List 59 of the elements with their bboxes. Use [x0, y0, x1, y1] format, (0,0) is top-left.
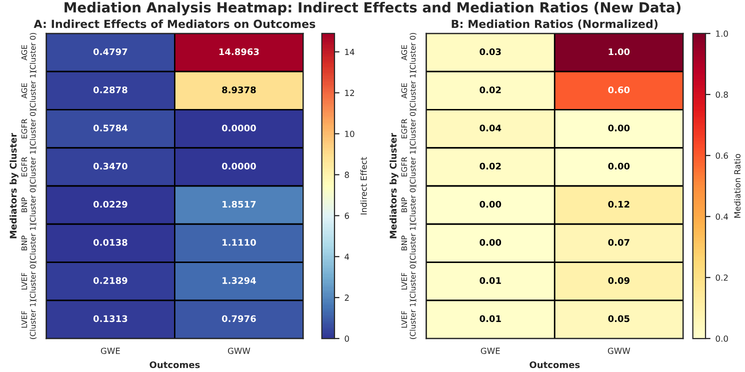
y-axis-title: Mediators by Cluster: [390, 132, 398, 238]
x-tick-label: GWE: [480, 348, 500, 354]
data-label: 0.4797: [93, 48, 128, 56]
data-label: 0.00: [480, 238, 502, 246]
color-bar-label: 0.8: [716, 91, 728, 98]
color-bar-title: Indirect Effect: [360, 157, 367, 214]
x-tick-label: GWW: [228, 348, 250, 354]
data-label: 0.00: [480, 200, 502, 208]
color-bar-label: 12: [345, 90, 354, 96]
data-label: 0.00: [608, 124, 630, 132]
data-label: 0.2189: [93, 277, 128, 284]
text: Mediation Analysis Heatmap: Indirect Effects and Mediation Ratios (New Data): [64, 2, 680, 16]
chart-title: B: Mediation Ratios (Normalized): [452, 19, 658, 30]
color-bar-title: Mediation Ratio: [734, 154, 740, 218]
data-label: 0.01: [480, 277, 501, 284]
chart-title: A: Indirect Effects of Mediators on Outcomes: [34, 19, 316, 28]
data-label: 0.07: [608, 238, 630, 246]
data-label: 1.00: [608, 48, 630, 56]
data-label: 1.1110: [222, 238, 256, 246]
color-bar-label: 0: [344, 336, 349, 342]
color-bar-label: 8: [344, 172, 349, 178]
data-label: 0.09: [608, 277, 630, 284]
color-bar-label: 4: [344, 254, 350, 260]
data-label: 0.60: [608, 86, 630, 94]
x-axis-title: Outcomes: [530, 361, 580, 368]
data-label: 0.0000: [222, 124, 256, 132]
data-label: 0.1313: [93, 315, 128, 322]
color-bar-label: 0.6: [716, 152, 728, 159]
color-bar-label: 0.2: [716, 274, 728, 281]
data-label: 0.02: [480, 162, 501, 170]
color-bar-label: 1.0: [716, 30, 728, 37]
data-label: 0.02: [480, 86, 501, 94]
data-label: 0.12: [608, 200, 630, 208]
data-label: 0.04: [480, 124, 502, 132]
data-label: 0.5784: [93, 124, 128, 132]
data-label: 0.0229: [93, 200, 128, 208]
color-bar-label: 0.0: [716, 336, 728, 342]
data-label: 0.0000: [222, 162, 256, 170]
data-label: 8.9378: [222, 86, 256, 94]
data-label: 0.7976: [222, 315, 256, 322]
x-tick-label: GWE: [100, 348, 120, 354]
data-label: 0.05: [608, 315, 630, 322]
data-label: 1.8517: [222, 200, 256, 208]
color-bar-label: 6: [344, 212, 350, 219]
color-bar-label: 10: [345, 130, 354, 138]
color-bar-label: 14: [345, 48, 354, 55]
data-label: 0.3470: [93, 162, 128, 170]
y-axis-title: Mediators by Cluster: [10, 132, 18, 238]
data-label: 14.8963: [219, 48, 259, 56]
x-tick-label: GWW: [608, 348, 630, 354]
data-label: 0.00: [608, 162, 630, 170]
data-label: 0.2878: [93, 86, 128, 94]
x-axis-title: Outcomes: [150, 361, 200, 368]
data-label: 1.3294: [222, 277, 256, 284]
color-bar-label: 0.4: [716, 213, 728, 220]
data-label: 0.01: [480, 315, 501, 322]
data-label: 0.03: [480, 48, 501, 56]
data-label: 0.0138: [93, 238, 128, 246]
color-bar-label: 2: [344, 294, 349, 301]
